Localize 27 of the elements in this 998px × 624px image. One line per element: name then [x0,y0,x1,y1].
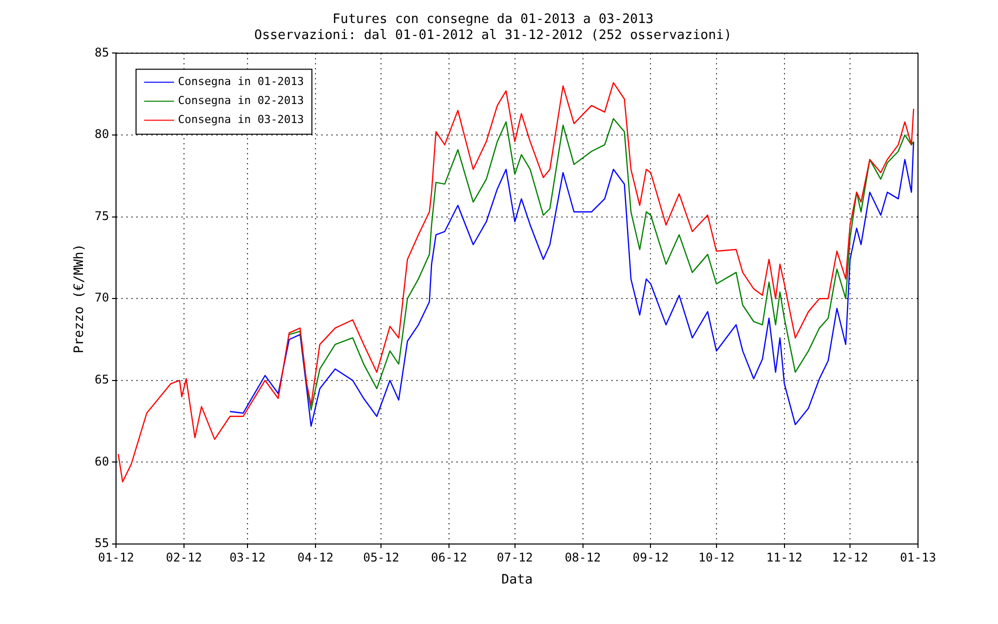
y-tick-label: 80 [94,127,110,142]
x-tick-label: 11-12 [766,550,802,564]
x-tick-label: 12-12 [832,550,868,564]
x-tick-label: 05-12 [363,550,400,564]
x-tick-label: 01-12 [98,550,134,564]
chart-title: Futures con consegne da 01-2013 a 03-2013 [332,12,654,28]
legend-label: Consegna in 03-2013 [178,113,304,126]
legend-label: Consegna in 01-2013 [178,75,304,88]
x-tick-label: 03-12 [229,550,266,564]
y-tick-label: 55 [94,536,110,550]
x-tick-label: 08-12 [564,550,601,564]
y-axis-title: Prezzo (€/MWh) [72,244,88,354]
x-tick-label: 04-12 [297,550,334,564]
legend-label: Consegna in 02-2013 [178,94,304,108]
x-tick-label: 06-12 [431,550,468,564]
x-tick-label: 09-12 [632,550,669,564]
x-tick-label: 01-13 [900,550,936,564]
x-tick-label: 10-12 [698,550,734,564]
y-tick-label: 70 [94,290,110,305]
y-tick-label: 65 [94,372,110,387]
y-tick-label: 75 [94,208,110,223]
x-axis-title: Data [501,572,533,588]
x-tick-label: 02-12 [166,550,202,564]
y-tick-label: 85 [94,45,110,60]
x-tick-label: 07-12 [496,550,533,564]
chart-subtitle: Osservazioni: dal 01-01-2012 al 31-12-2012 (252 osservazioni) [254,28,732,43]
y-tick-label: 60 [94,454,110,468]
